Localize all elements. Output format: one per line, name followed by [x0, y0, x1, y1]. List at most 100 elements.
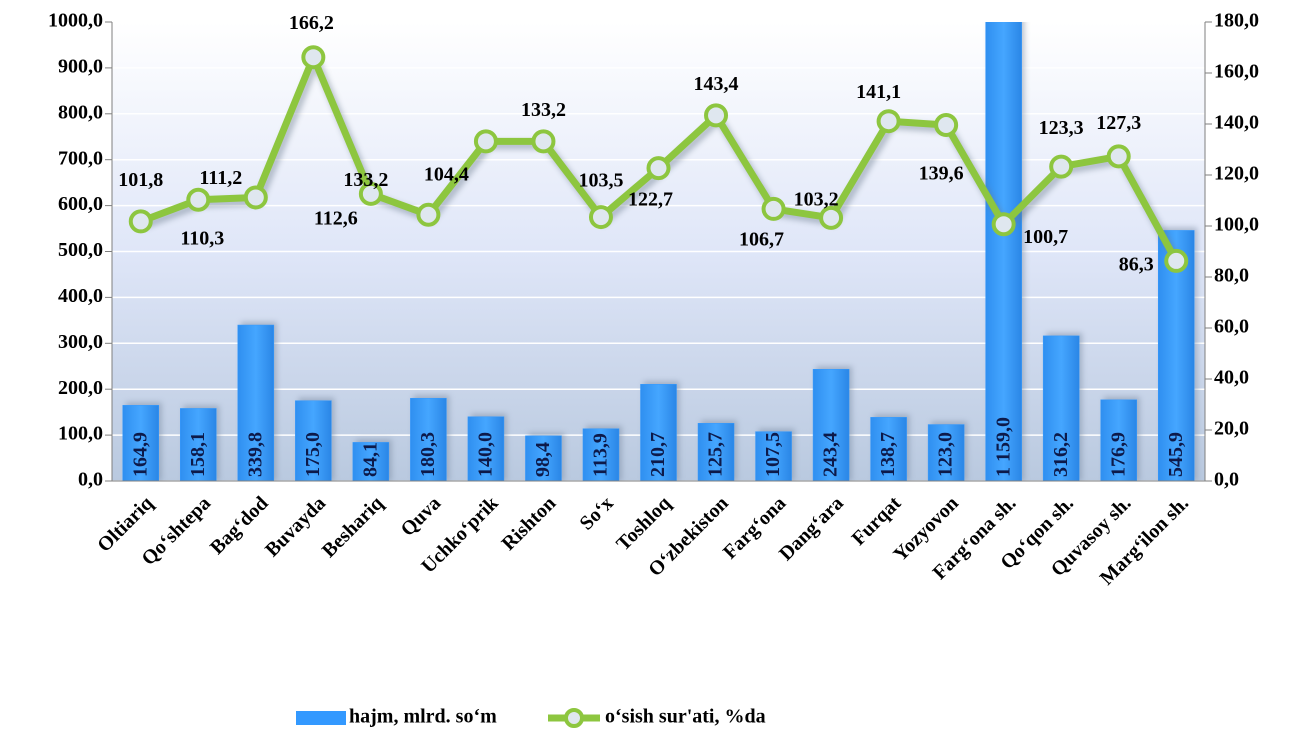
y2-tick-label: 140,0 [1214, 112, 1259, 134]
x-tick-label: Furqat [848, 492, 906, 550]
bar-value-label: 158,1 [187, 432, 209, 477]
bar [180, 408, 217, 481]
line-marker [646, 156, 671, 181]
line-value-label: 86,3 [1119, 254, 1154, 276]
line-value-label: 112,6 [314, 207, 358, 229]
bar-value-label: 107,5 [762, 432, 784, 477]
y-tick-label: 900,0 [58, 55, 103, 77]
y2-tick-label: 100,0 [1214, 214, 1259, 236]
bar [352, 442, 390, 481]
bar [697, 423, 735, 481]
x-tick-label: Rishton [498, 492, 561, 555]
line-value-label: 166,2 [289, 12, 334, 34]
legend-marker [564, 708, 584, 728]
y2-tick-label: 60,0 [1214, 316, 1249, 338]
y-tick-label: 100,0 [58, 423, 103, 445]
bar-value-label: 84,1 [359, 442, 381, 477]
line-value-label: 103,2 [794, 188, 839, 210]
y-tick-label: 700,0 [58, 147, 103, 169]
line-value-label: 123,3 [1039, 117, 1084, 139]
bar-value-label: 243,4 [820, 432, 842, 477]
legend-label: hajm, mlrd. so‘m [349, 706, 497, 728]
line-marker [473, 129, 498, 154]
y-tick-label: 200,0 [58, 377, 103, 399]
bar [295, 400, 332, 481]
bar [1100, 399, 1137, 481]
line-value-label: 104,4 [424, 163, 469, 185]
y2-tick-label: 40,0 [1214, 367, 1249, 389]
line-marker [416, 202, 441, 227]
bar-value-label: 545,9 [1165, 432, 1187, 477]
line-marker [128, 209, 153, 234]
bar [467, 416, 505, 481]
x-tick-label: Quva [397, 492, 446, 541]
bar [812, 369, 850, 481]
line-value-label: 101,8 [118, 169, 163, 191]
line-value-label: 111,2 [199, 167, 242, 189]
bar-value-label: 339,8 [244, 432, 266, 477]
bar-value-label: 98,4 [532, 442, 554, 477]
line-value-label: 133,2 [343, 169, 388, 191]
line-value-label: 106,7 [739, 229, 784, 251]
bar [237, 324, 275, 481]
legend-label: o‘sish sur'ati, %da [605, 706, 766, 728]
line-marker [358, 181, 383, 206]
line-marker [876, 109, 901, 134]
x-tick-label: Buvayda [261, 492, 330, 561]
line-marker [301, 45, 326, 70]
y-tick-label: 300,0 [58, 331, 103, 353]
line-value-label: 141,1 [856, 81, 901, 103]
line-value-label: 110,3 [180, 227, 224, 249]
bar-value-label: 164,9 [129, 432, 151, 477]
y2-tick-label: 0,0 [1214, 469, 1239, 491]
bar-value-label: 316,2 [1050, 432, 1072, 477]
line-value-label: 139,6 [919, 163, 964, 185]
y-tick-label: 400,0 [58, 285, 103, 307]
bar [525, 435, 562, 481]
bar-value-label: 125,7 [705, 432, 727, 477]
bar [927, 424, 965, 481]
line-marker [934, 113, 959, 138]
bar-value-label: 113,9 [590, 433, 612, 477]
y-tick-label: 800,0 [58, 101, 103, 123]
bar [122, 405, 160, 481]
x-tick-label: So‘x [575, 492, 617, 534]
bar [1042, 335, 1080, 481]
line-marker [243, 185, 268, 210]
bar [582, 428, 620, 481]
line-marker [531, 129, 556, 154]
line-marker [186, 187, 211, 212]
y2-tick-label: 120,0 [1214, 163, 1259, 185]
bar-value-label: 210,7 [647, 432, 669, 477]
line-marker [1049, 154, 1074, 179]
bar [640, 384, 677, 481]
bar [985, 22, 1022, 481]
bar [410, 397, 447, 481]
bar-value-label: 140,0 [475, 432, 497, 477]
line-marker [819, 205, 844, 230]
bar-value-label: 175,0 [302, 432, 324, 477]
line-marker [761, 196, 786, 221]
bar-value-label: 123,0 [935, 432, 957, 477]
line-marker [588, 205, 613, 230]
y2-tick-label: 160,0 [1214, 61, 1259, 83]
y2-tick-label: 180,0 [1214, 10, 1259, 32]
y2-tick-label: 20,0 [1214, 418, 1249, 440]
y2-tick-label: 80,0 [1214, 265, 1249, 287]
bars [122, 22, 1198, 481]
y-tick-label: 500,0 [58, 239, 103, 261]
x-tick-label: Dang‘ara [775, 492, 848, 565]
line-marker [1164, 248, 1189, 273]
line-marker [991, 212, 1016, 237]
line-value-label: 127,3 [1096, 112, 1141, 134]
bar [870, 417, 907, 481]
line-value-label: 103,5 [578, 170, 623, 192]
line-marker [1106, 144, 1131, 169]
line-value-label: 100,7 [1023, 226, 1068, 248]
bar [755, 431, 792, 481]
bar-value-label: 138,7 [877, 432, 899, 477]
bar-value-label: 176,9 [1107, 432, 1129, 477]
x-tick-label: Beshariq [318, 492, 388, 562]
bar-value-label: 180,3 [417, 432, 439, 477]
